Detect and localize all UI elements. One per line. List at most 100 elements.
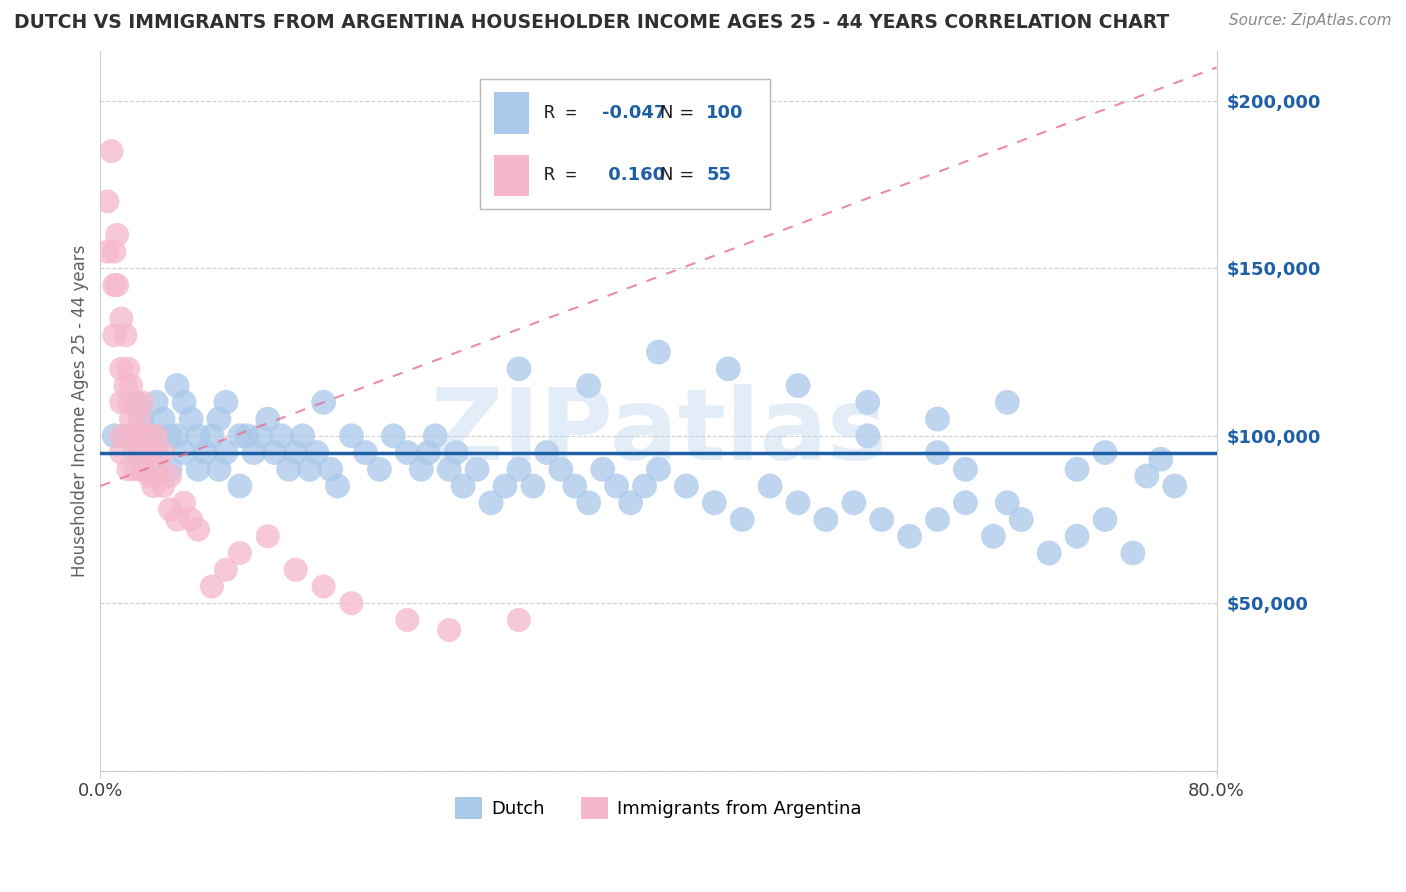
Point xyxy=(550,462,572,476)
Point xyxy=(215,395,238,409)
Point xyxy=(201,429,224,443)
Point xyxy=(284,563,307,577)
Point xyxy=(229,546,252,560)
Point xyxy=(270,429,292,443)
Point xyxy=(368,462,391,476)
Point xyxy=(284,445,307,459)
Point xyxy=(256,529,278,543)
Point xyxy=(578,496,600,510)
Point xyxy=(114,328,136,343)
Point xyxy=(145,429,167,443)
Point xyxy=(437,623,460,637)
Point xyxy=(494,479,516,493)
Point xyxy=(319,462,342,476)
Point xyxy=(229,429,252,443)
Point xyxy=(134,445,156,459)
Point xyxy=(131,462,153,476)
Point xyxy=(180,412,202,426)
Point xyxy=(508,361,530,376)
Point xyxy=(340,596,363,610)
Point xyxy=(124,429,146,443)
Point xyxy=(229,479,252,493)
Point xyxy=(103,328,125,343)
Point xyxy=(215,445,238,459)
Point xyxy=(1066,462,1088,476)
Point xyxy=(1150,452,1173,467)
Point xyxy=(717,361,740,376)
Point xyxy=(159,469,181,483)
Point xyxy=(437,462,460,476)
Point xyxy=(166,512,188,526)
Point xyxy=(508,613,530,627)
Point xyxy=(479,496,502,510)
Point xyxy=(124,395,146,409)
Point xyxy=(110,429,132,443)
Point xyxy=(465,462,488,476)
Point xyxy=(110,361,132,376)
Point xyxy=(814,512,837,526)
Point xyxy=(124,395,146,409)
Point xyxy=(96,244,118,259)
Point xyxy=(1038,546,1060,560)
Text: ZIPatlas: ZIPatlas xyxy=(430,384,887,481)
Point xyxy=(138,469,160,483)
Point xyxy=(159,429,181,443)
Point xyxy=(145,395,167,409)
Point xyxy=(131,412,153,426)
Point xyxy=(187,429,209,443)
Point xyxy=(120,378,142,392)
Point xyxy=(396,613,419,627)
Point xyxy=(354,445,377,459)
Point xyxy=(731,512,754,526)
Point xyxy=(124,462,146,476)
Point xyxy=(326,479,349,493)
Point xyxy=(425,429,447,443)
Point xyxy=(187,523,209,537)
Point xyxy=(1094,512,1116,526)
Point xyxy=(103,244,125,259)
Point xyxy=(927,412,949,426)
Point xyxy=(522,479,544,493)
Point xyxy=(236,429,259,443)
Point xyxy=(1122,546,1144,560)
Point xyxy=(1164,479,1187,493)
Point xyxy=(703,496,725,510)
Point xyxy=(536,445,558,459)
Point xyxy=(898,529,921,543)
Point xyxy=(606,479,628,493)
Point xyxy=(201,580,224,594)
Point xyxy=(927,512,949,526)
Point xyxy=(152,479,174,493)
Point xyxy=(215,563,238,577)
Point xyxy=(208,412,231,426)
Point xyxy=(787,378,810,392)
Point xyxy=(508,462,530,476)
Point xyxy=(117,429,139,443)
Point xyxy=(451,479,474,493)
Point xyxy=(675,479,697,493)
Point xyxy=(208,462,231,476)
Point xyxy=(995,496,1018,510)
Point xyxy=(148,462,170,476)
Point xyxy=(298,462,321,476)
Point xyxy=(103,278,125,293)
Point xyxy=(870,512,893,526)
Point xyxy=(927,445,949,459)
Point xyxy=(842,496,865,510)
Point xyxy=(117,395,139,409)
Point xyxy=(382,429,405,443)
Point xyxy=(305,445,328,459)
Point xyxy=(145,469,167,483)
Point xyxy=(96,194,118,209)
Point xyxy=(110,395,132,409)
Point xyxy=(647,345,669,359)
Point xyxy=(578,378,600,392)
Point xyxy=(759,479,782,493)
Point xyxy=(120,412,142,426)
Point xyxy=(263,445,285,459)
Point xyxy=(277,462,299,476)
Point xyxy=(256,412,278,426)
Point xyxy=(173,395,195,409)
Point xyxy=(131,429,153,443)
Point xyxy=(105,278,128,293)
